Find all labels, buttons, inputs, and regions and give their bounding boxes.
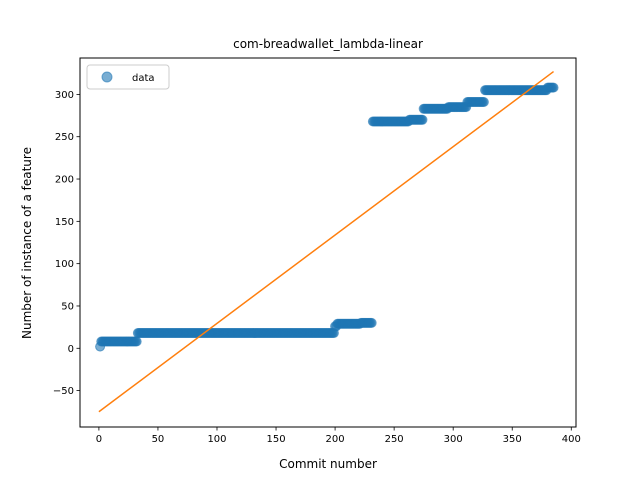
data-point [131, 336, 142, 347]
legend-label-data: data [132, 73, 155, 84]
x-tick-label: 50 [152, 434, 165, 445]
y-tick-label: 200 [55, 175, 74, 186]
x-tick-label: 0 [96, 434, 102, 445]
y-tick-label: 300 [55, 90, 74, 101]
x-tick-label: 100 [207, 434, 226, 445]
axes-frame [79, 57, 577, 428]
x-axis: 0 50 100 150 200 250 300 350 400 [96, 427, 581, 445]
x-tick-label: 300 [444, 434, 463, 445]
data-point [548, 82, 559, 93]
y-tick-label: 50 [61, 301, 74, 312]
data-point [478, 97, 489, 108]
y-tick-label: 150 [55, 217, 74, 228]
x-tick-label: 250 [385, 434, 404, 445]
x-tick-label: 350 [503, 434, 522, 445]
y-tick-label: 250 [55, 132, 74, 143]
legend: data [86, 64, 170, 90]
legend-box [86, 64, 170, 90]
y-tick-label: 100 [55, 259, 74, 270]
y-axis: −50 0 50 100 150 200 250 300 [53, 90, 80, 397]
chart-title: com-breadwallet_lambda-linear [233, 37, 423, 51]
x-tick-label: 150 [266, 434, 285, 445]
y-tick-label: 0 [68, 344, 74, 355]
x-axis-label: Commit number [279, 457, 377, 471]
fit-line [98, 70, 555, 413]
y-axis-label: Number of instance of a feature [20, 147, 34, 339]
x-tick-label: 400 [562, 434, 581, 445]
y-tick-label: −50 [53, 386, 74, 397]
x-tick-label: 200 [326, 434, 345, 445]
data-point [366, 317, 377, 328]
data-point [417, 114, 428, 125]
plot-area [95, 70, 559, 413]
legend-marker-data [101, 71, 113, 83]
